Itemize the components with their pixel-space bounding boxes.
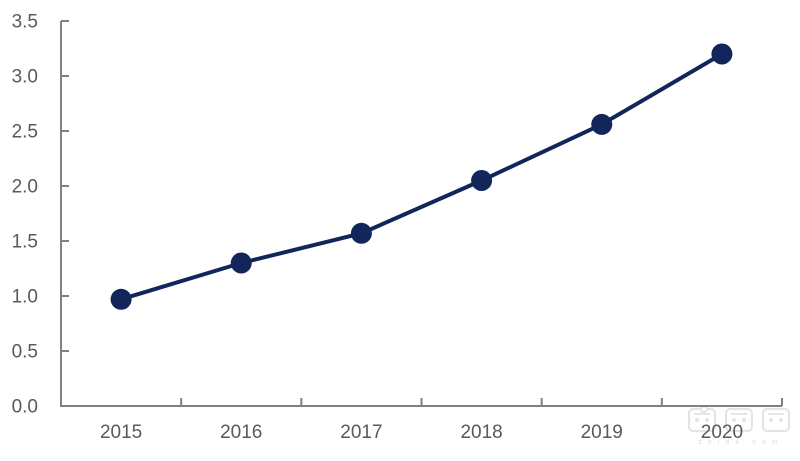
y-axis-tick-label: 2.0	[12, 177, 38, 198]
x-axis-tick-label: 2017	[340, 422, 382, 443]
data-point-marker-2020	[711, 43, 733, 65]
y-axis-tick-label: 2.5	[12, 122, 38, 143]
y-axis-tick-label: 0.5	[12, 342, 38, 363]
axis-lines	[60, 21, 782, 407]
x-axis-tick-label: 2016	[220, 422, 262, 443]
y-axis-tick-label: 0.0	[12, 397, 38, 418]
y-axis-tick-label: 3.0	[12, 67, 38, 88]
series-line	[119, 52, 724, 302]
data-point-marker-2018	[471, 170, 493, 191]
y-axis-tick-label: 3.5	[12, 12, 38, 33]
data-point-marker-2016	[230, 252, 252, 274]
data-point-marker-2015	[110, 288, 132, 310]
x-axis-tick-label: 2020	[701, 422, 743, 443]
data-point-marker-2019	[591, 113, 613, 135]
x-axis-tick-label: 2019	[581, 422, 623, 443]
x-axis-tick-label: 2015	[100, 422, 142, 443]
y-axis-tick-label: 1.5	[12, 232, 38, 253]
data-point-marker-2017	[350, 222, 372, 244]
x-axis-tick-label: 2018	[460, 422, 502, 443]
y-axis-tick-label: 1.0	[12, 287, 38, 308]
